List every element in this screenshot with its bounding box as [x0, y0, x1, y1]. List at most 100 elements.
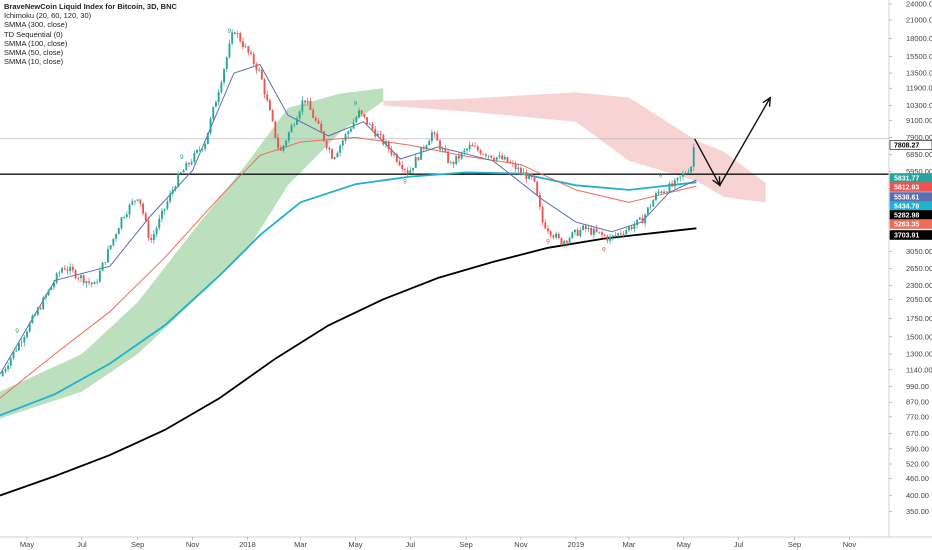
candle	[198, 146, 201, 153]
candle	[217, 89, 220, 106]
price-tag: 3703.91	[889, 230, 932, 240]
candle	[403, 168, 406, 175]
candle-body	[258, 69, 261, 71]
candle	[9, 356, 12, 370]
candle	[544, 219, 547, 230]
x-tick-label: Jul	[77, 540, 87, 549]
candle-body	[217, 92, 220, 102]
candle-body	[282, 145, 285, 151]
candle-body	[255, 63, 258, 71]
price-axis[interactable]: 24000.00 21000.00 18000.00 15500.00 13500.00…	[889, 0, 932, 516]
x-tick-label: Sep	[788, 540, 801, 549]
legend-smma-300[interactable]: SMMA (300, close)	[4, 20, 68, 30]
candle-body	[34, 314, 37, 316]
candle	[479, 148, 482, 156]
candle-body	[385, 141, 387, 145]
legend-ichimoku[interactable]: Ichimoku (20, 60, 120, 30)	[4, 11, 92, 21]
td-label: 9	[15, 328, 19, 335]
legend-smma-100[interactable]: SMMA (100, close)	[4, 38, 68, 48]
candle	[530, 172, 533, 181]
candle	[144, 211, 147, 223]
y-tick-label: 24000.00	[906, 0, 932, 9]
candle	[263, 77, 266, 99]
candle	[55, 272, 58, 285]
candle	[468, 141, 471, 153]
candle-body	[271, 110, 274, 122]
candle	[231, 28, 234, 46]
candle	[293, 122, 296, 128]
candle	[422, 144, 425, 152]
candle-body	[331, 149, 333, 159]
candle-body	[309, 101, 312, 111]
candle-body	[474, 146, 477, 148]
candle-body	[260, 69, 263, 80]
candle-body	[333, 157, 336, 159]
candle	[177, 170, 180, 188]
candle	[328, 145, 331, 154]
candle-body	[285, 140, 288, 146]
candle	[385, 139, 387, 149]
candle-body	[244, 46, 247, 48]
candle	[112, 238, 115, 247]
candle-body	[109, 245, 112, 250]
candle	[182, 168, 185, 173]
candle	[17, 340, 20, 351]
candle-body	[147, 220, 150, 239]
candle-body	[171, 189, 174, 194]
candle-body	[409, 170, 412, 174]
x-tick-label: 2019	[568, 540, 585, 549]
candle-body	[668, 183, 671, 193]
candle	[268, 98, 271, 111]
candle	[236, 30, 239, 39]
candle	[250, 50, 252, 56]
candle	[374, 125, 377, 139]
candle	[590, 224, 593, 236]
candle-body	[592, 228, 595, 235]
y-tick-label: 9100.00	[906, 116, 932, 125]
candle	[285, 139, 288, 148]
candle	[641, 214, 644, 224]
candle	[314, 116, 317, 122]
candle	[430, 129, 433, 144]
y-tick-label: 3050.00	[906, 247, 932, 256]
candle-body	[514, 163, 517, 170]
candle	[215, 100, 217, 108]
candle	[206, 132, 209, 145]
candle-body	[403, 169, 406, 171]
time-axis[interactable]: May Jul Sep Nov 2018 Mar May Jul Sep Nov 2019 Mar Ma…	[20, 537, 856, 549]
candle-body	[376, 133, 379, 137]
candle-body	[304, 100, 306, 103]
candle-body	[476, 146, 479, 151]
candle-body	[142, 203, 145, 214]
legend-smma-10[interactable]: SMMA (10, close)	[4, 57, 64, 67]
projection-arrowhead-up	[762, 96, 772, 107]
candle	[134, 200, 136, 205]
candle-body	[692, 147, 695, 167]
candle	[412, 167, 414, 174]
candle	[47, 289, 50, 297]
candle	[331, 147, 333, 160]
candle-body	[352, 122, 355, 129]
candle-body	[347, 131, 350, 135]
candle-body	[277, 137, 279, 148]
candle	[26, 329, 28, 340]
candle	[88, 277, 91, 286]
candle-body	[325, 140, 328, 148]
candle-body	[179, 172, 182, 174]
candle	[614, 232, 617, 238]
legend-td-sequential[interactable]: TD Sequential (0)	[4, 29, 63, 39]
candle	[525, 169, 528, 184]
candle	[514, 160, 517, 172]
candle-body	[363, 114, 366, 118]
candle-body	[96, 281, 99, 283]
candle	[493, 155, 495, 162]
candle	[595, 224, 598, 233]
candle-body	[571, 232, 574, 239]
legend-smma-50[interactable]: SMMA (50, close)	[4, 48, 64, 58]
candle-body	[533, 177, 536, 182]
candle-body	[134, 200, 136, 202]
candle-body	[125, 214, 128, 218]
candle-body	[349, 128, 352, 132]
candle	[190, 158, 193, 166]
